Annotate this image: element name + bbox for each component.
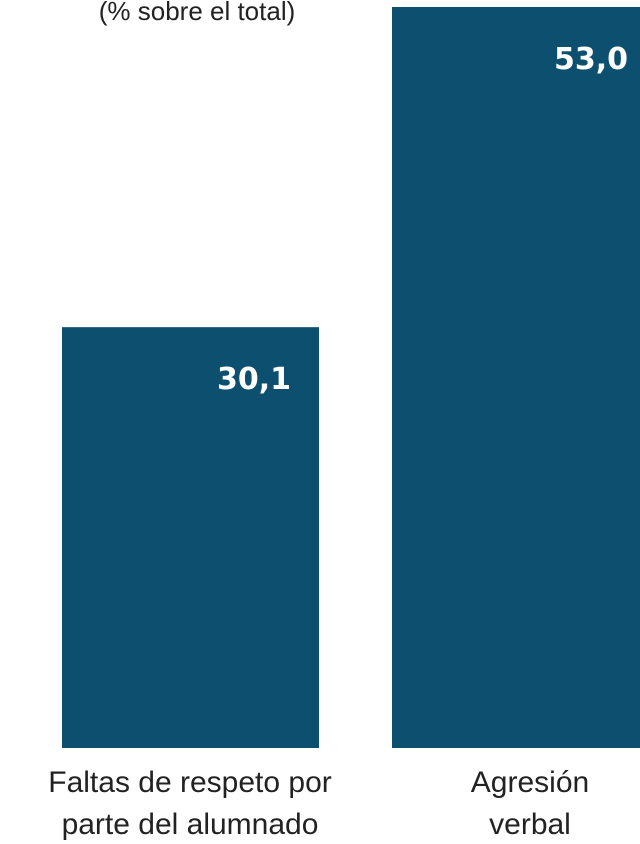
bar-1 [392,6,640,748]
category-label-0-line-0: Faltas de respeto por [48,766,332,799]
bar-value-label-0: 30,1 [217,362,291,397]
bar-0 [62,327,319,748]
category-label-1-line-1: verbal [489,808,571,841]
bar-value-label-1: 53,0 [554,42,628,77]
category-label-1-line-0: Agresión [471,766,589,799]
bars-group: 30,1 53,0 [62,6,640,748]
chart-subtitle: (% sobre el total) [99,0,296,26]
category-label-0-line-1: parte del alumnado [62,808,319,841]
category-labels: Faltas de respeto por parte del alumnado A… [48,766,589,841]
